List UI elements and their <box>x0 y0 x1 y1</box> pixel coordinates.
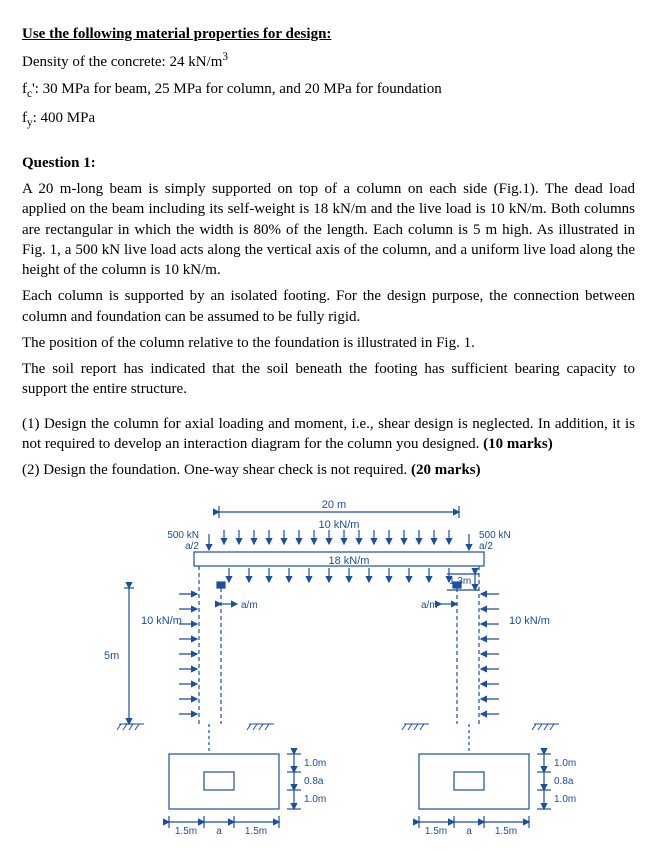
ftg-right-b2: a <box>466 826 472 834</box>
point-load-right: 500 kN <box>479 530 511 541</box>
col-top-dim: 1.3m <box>449 576 471 587</box>
q1-task-1: (1) Design the column for axial loading … <box>22 414 635 455</box>
q1-task-2-text: (2) Design the foundation. One-way shear… <box>22 462 411 478</box>
point-load-sub-left: a/2 <box>185 541 199 552</box>
ftg-left-b2: a <box>216 826 222 834</box>
question-1-title: Question 1: <box>22 153 635 173</box>
figure-1: 20 m 10 kN/m 500 kN a/2 500 kN a/2 <box>49 494 609 834</box>
point-load-sub-right: a/2 <box>479 541 493 552</box>
dead-load-beam: 18 kN/m <box>328 555 369 567</box>
q1-para-2: Each column is supported by an isolated … <box>22 286 635 327</box>
fc-line: fc': 30 MPa for beam, 25 MPa for column,… <box>22 79 635 102</box>
ftg-left-b3: 1.5m <box>244 826 266 834</box>
q1-task-2-marks: (20 marks) <box>411 462 481 478</box>
fc-prime: ': <box>32 81 43 97</box>
col-lateral-left: 10 kN/m <box>141 615 182 627</box>
design-props-heading: Use the following material properties fo… <box>22 26 331 42</box>
density-line: Density of the concrete: 24 kN/m3 <box>22 50 635 72</box>
ftg-right-b1: 1.5m <box>424 826 446 834</box>
q1-task-1-marks: (10 marks) <box>483 436 553 452</box>
live-load-top: 10 kN/m <box>318 519 359 531</box>
col-offset-left: a/m <box>241 600 258 611</box>
q1-para-3: The position of the column relative to t… <box>22 333 635 353</box>
fy-line: fy: 400 MPa <box>22 108 635 131</box>
q1-para-1: A 20 m-long beam is simply supported on … <box>22 179 635 280</box>
ftg-right-v2: 0.8a <box>554 776 574 787</box>
height-label: 5m <box>104 650 119 662</box>
q1-task-2: (2) Design the foundation. One-way shear… <box>22 460 635 480</box>
density-exp: 3 <box>222 51 228 63</box>
ftg-left-v2: 0.8a <box>304 776 324 787</box>
ftg-left-v3: 1.0m <box>304 794 326 805</box>
density-value: 24 kN/m <box>169 54 222 70</box>
fc-values: 30 MPa for beam, 25 MPa for column, and … <box>43 81 442 97</box>
span-label: 20 m <box>321 499 345 511</box>
ftg-right-b3: 1.5m <box>494 826 516 834</box>
col-offset-right: a/m <box>421 600 438 611</box>
q1-para-4: The soil report has indicated that the s… <box>22 359 635 400</box>
ftg-right-v1: 1.0m <box>554 758 576 769</box>
density-label: Density of the concrete: <box>22 54 169 70</box>
ftg-right-v3: 1.0m <box>554 794 576 805</box>
ftg-left-v1: 1.0m <box>304 758 326 769</box>
ftg-left-b1: 1.5m <box>174 826 196 834</box>
col-lateral-right: 10 kN/m <box>509 615 550 627</box>
point-load-left: 500 kN <box>167 530 199 541</box>
fy-value: : 400 MPa <box>33 110 96 126</box>
